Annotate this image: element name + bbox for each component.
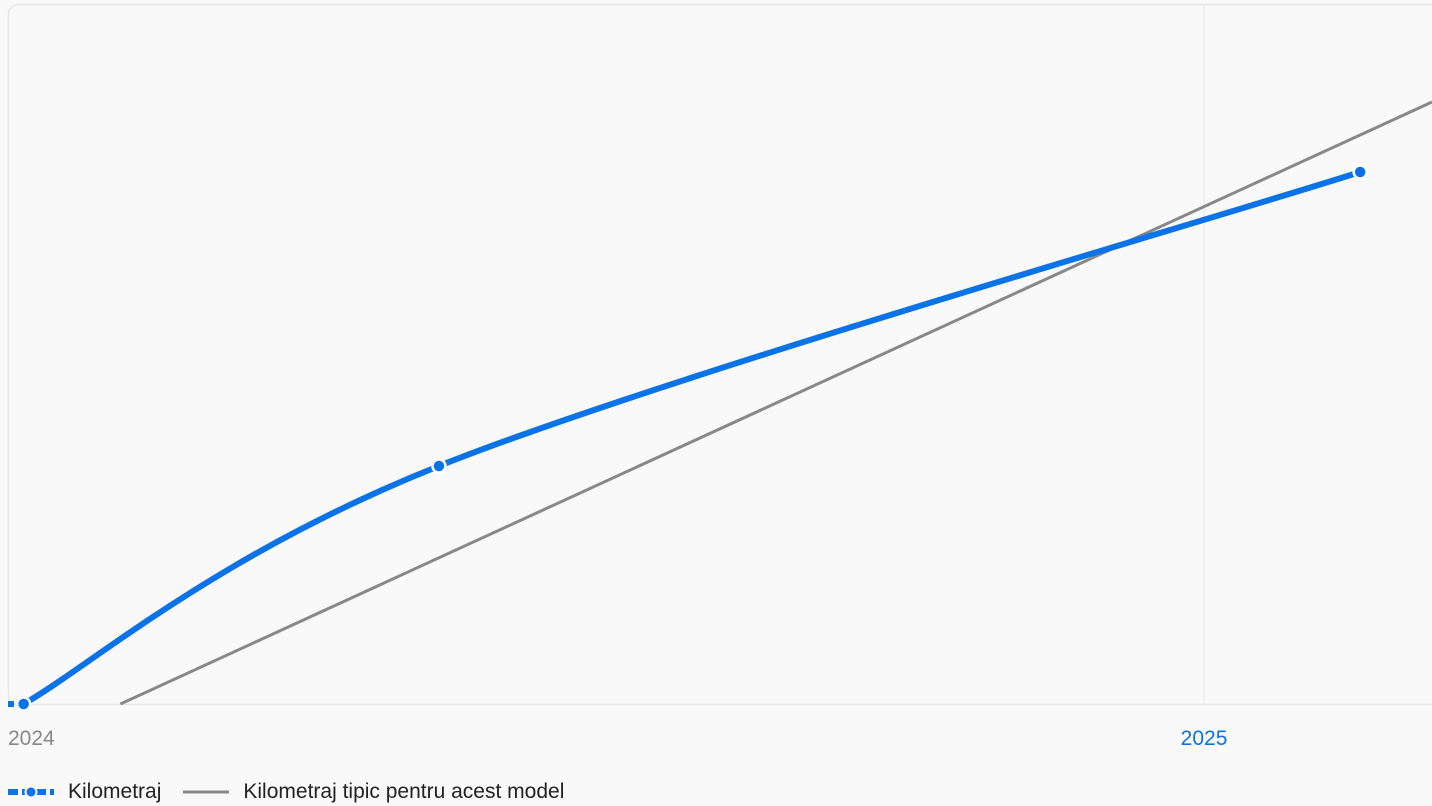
- x-tick-2025: 2025: [1181, 727, 1228, 750]
- x-tick-2024: 2024: [8, 727, 55, 750]
- chart-legend: Kilometraj Kilometraj tipic pentru acest…: [8, 778, 586, 806]
- plot-area: [9, 5, 1432, 705]
- data-point-kilometraj-0[interactable]: [17, 698, 30, 711]
- x-axis-ticks: 2024 2025: [8, 727, 1227, 750]
- legend-swatch-kilometraj: [8, 786, 54, 798]
- legend-swatch-typical: [183, 786, 229, 798]
- data-point-kilometraj-2[interactable]: [1354, 166, 1367, 179]
- data-point-kilometraj-1[interactable]: [432, 460, 445, 473]
- legend-label-kilometraj: Kilometraj: [68, 780, 161, 804]
- legend-item-typical[interactable]: Kilometraj tipic pentru acest model: [183, 780, 564, 804]
- legend-item-kilometraj[interactable]: Kilometraj: [8, 780, 161, 804]
- legend-label-typical: Kilometraj tipic pentru acest model: [243, 780, 564, 804]
